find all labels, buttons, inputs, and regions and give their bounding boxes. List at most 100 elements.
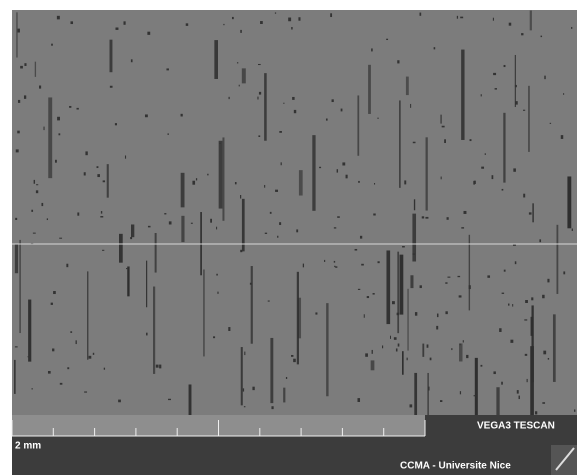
pore xyxy=(540,35,543,38)
streak xyxy=(181,215,185,243)
pore xyxy=(458,295,462,298)
pore xyxy=(335,266,338,268)
pore xyxy=(535,411,538,415)
pore xyxy=(542,402,546,404)
pore xyxy=(252,386,255,391)
pore xyxy=(258,135,261,137)
pore xyxy=(100,211,103,214)
streak xyxy=(405,76,409,96)
streak xyxy=(528,85,530,152)
pore xyxy=(469,139,472,142)
pore xyxy=(109,85,113,88)
pore xyxy=(17,130,20,134)
pore xyxy=(70,331,73,333)
pore xyxy=(231,16,234,20)
pore xyxy=(481,166,485,169)
streak xyxy=(402,351,404,375)
pore xyxy=(462,340,464,343)
pore xyxy=(219,142,221,144)
pore xyxy=(371,349,373,354)
streak xyxy=(87,271,89,360)
pore xyxy=(480,364,483,367)
streak xyxy=(326,303,329,397)
pore xyxy=(41,202,44,207)
pore xyxy=(192,180,196,185)
pore xyxy=(228,96,230,100)
pore xyxy=(144,114,148,118)
pore xyxy=(325,118,328,121)
pore xyxy=(185,23,189,26)
pore xyxy=(67,367,70,370)
pore xyxy=(46,218,49,221)
pore xyxy=(70,21,74,25)
pore xyxy=(480,94,482,97)
pore xyxy=(461,227,465,229)
pore xyxy=(15,217,18,220)
pore xyxy=(279,130,282,133)
streak xyxy=(28,299,32,362)
pore xyxy=(440,176,442,180)
pore xyxy=(257,96,259,100)
pore xyxy=(447,276,451,278)
pore xyxy=(354,248,358,251)
pore xyxy=(372,293,375,295)
pore xyxy=(240,194,242,199)
pore xyxy=(38,85,42,89)
pore xyxy=(59,237,63,239)
pore xyxy=(27,356,30,358)
pore xyxy=(277,235,279,238)
pore xyxy=(293,358,296,363)
pore xyxy=(279,222,282,225)
pore xyxy=(539,239,542,243)
pore xyxy=(508,22,512,26)
pore xyxy=(542,294,545,299)
pore xyxy=(96,166,99,169)
pore xyxy=(47,370,51,374)
pore xyxy=(518,395,520,400)
streak xyxy=(468,234,471,311)
pore xyxy=(146,332,148,336)
pore xyxy=(487,275,491,278)
streak xyxy=(410,275,414,289)
pore xyxy=(451,348,453,351)
pore xyxy=(298,17,301,21)
pore xyxy=(288,17,292,22)
pore xyxy=(69,105,72,108)
streak xyxy=(19,239,21,334)
pore xyxy=(474,180,476,184)
logo-mark xyxy=(555,447,575,471)
pore xyxy=(285,376,288,379)
pore xyxy=(336,169,339,173)
streak xyxy=(131,224,135,238)
pore xyxy=(54,159,57,163)
sample-surface xyxy=(12,10,577,415)
pore xyxy=(361,263,364,266)
pore xyxy=(571,228,573,231)
streak xyxy=(48,97,53,179)
pore xyxy=(260,21,263,24)
streak xyxy=(414,372,418,415)
pore xyxy=(406,357,408,361)
pore xyxy=(53,291,56,295)
pore xyxy=(493,72,497,76)
pore xyxy=(240,249,243,253)
streak xyxy=(461,49,465,140)
pore xyxy=(358,180,360,183)
pore xyxy=(549,122,552,124)
pore xyxy=(59,382,63,385)
pore xyxy=(243,406,246,408)
streak xyxy=(386,250,391,325)
pore xyxy=(56,15,60,20)
pore xyxy=(258,91,262,95)
streak xyxy=(127,266,130,297)
pore xyxy=(525,299,528,304)
pore xyxy=(293,109,297,114)
pore xyxy=(31,388,33,390)
streak xyxy=(567,176,572,229)
pore xyxy=(460,16,464,19)
streak xyxy=(503,112,506,183)
streak xyxy=(146,260,148,308)
streak xyxy=(531,305,534,383)
pore xyxy=(421,216,425,219)
